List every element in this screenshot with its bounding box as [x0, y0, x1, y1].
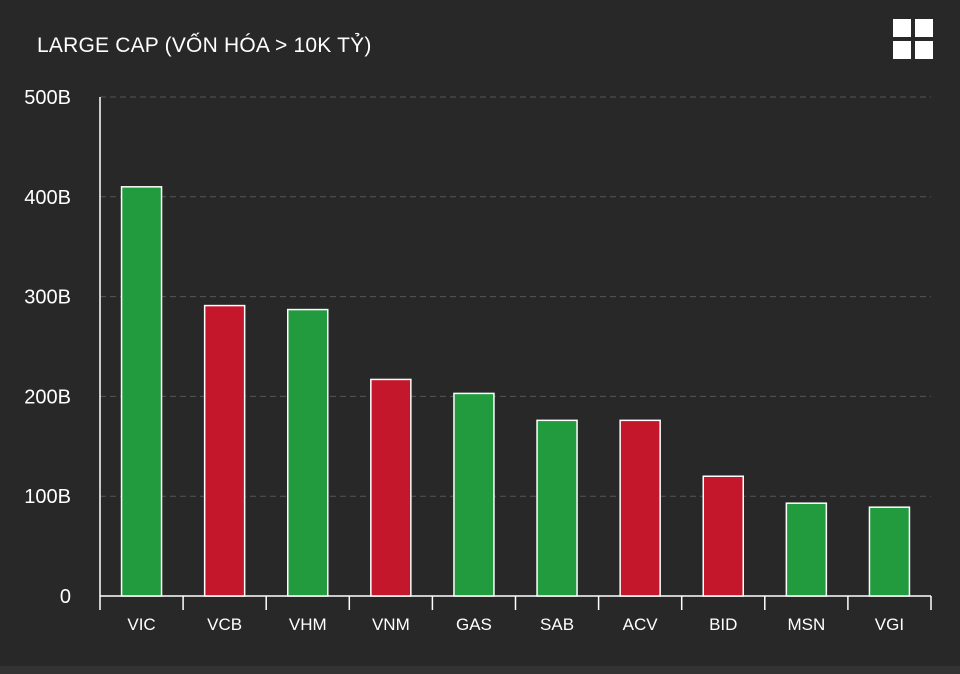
grid-menu-icon-cell: [915, 41, 933, 59]
y-tick-label: 400B: [24, 187, 71, 209]
x-tick-label: VHM: [289, 615, 327, 634]
bar-vgi: [868, 506, 911, 597]
x-tick-label: VIC: [127, 615, 155, 634]
y-tick-label: 300B: [24, 287, 71, 309]
x-tick-label: VGI: [875, 615, 904, 634]
y-tick-label: 0: [60, 586, 71, 608]
x-tick-label: VCB: [207, 615, 242, 634]
bar-vic: [120, 186, 163, 597]
x-tick-label: MSN: [787, 615, 825, 634]
bar-vhm: [287, 308, 329, 597]
grid-menu-icon-cell: [893, 19, 911, 37]
chart-title: LARGE CAP (VỐN HÓA > 10K TỶ): [37, 34, 372, 57]
y-tick-label: 500B: [24, 87, 71, 109]
grid-menu-icon-cell: [893, 41, 911, 59]
bar-gas: [453, 392, 495, 597]
bar-msn: [785, 502, 828, 597]
bar-sab: [536, 419, 578, 597]
y-tick-label: 200B: [24, 386, 71, 408]
x-tick-label: VNM: [372, 615, 410, 634]
grid-menu-icon[interactable]: [893, 19, 933, 59]
x-tick-label: SAB: [540, 615, 574, 634]
bar-acv: [619, 419, 661, 597]
x-tick-label: ACV: [623, 615, 659, 634]
x-tick-label: GAS: [456, 615, 492, 634]
x-tick-label: BID: [709, 615, 737, 634]
bar-vcb: [203, 304, 246, 597]
y-tick-label: 100B: [24, 486, 71, 508]
bar-bid: [702, 475, 744, 597]
bottom-strip: [0, 666, 960, 674]
bar-vnm: [370, 378, 412, 597]
grid-menu-icon-cell: [915, 19, 933, 37]
